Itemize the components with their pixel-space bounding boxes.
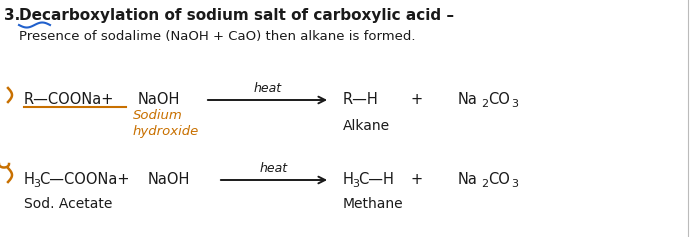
Text: 3: 3 — [511, 179, 518, 189]
Text: C—H: C—H — [358, 173, 394, 187]
Text: +: + — [411, 173, 423, 187]
Text: C—COONa+: C—COONa+ — [39, 173, 130, 187]
Text: R—H: R—H — [343, 92, 379, 108]
Text: CO: CO — [488, 173, 510, 187]
Text: 3: 3 — [352, 179, 359, 189]
Text: hydroxide: hydroxide — [133, 125, 200, 138]
Text: heat: heat — [260, 163, 288, 176]
Text: H: H — [343, 173, 354, 187]
Text: Sod. Acetate: Sod. Acetate — [24, 197, 113, 211]
Text: 2: 2 — [481, 179, 488, 189]
Text: NaOH: NaOH — [148, 173, 190, 187]
Text: Sodium: Sodium — [133, 109, 183, 122]
Text: Presence of sodalime (NaOH + CaO) then alkane is formed.: Presence of sodalime (NaOH + CaO) then a… — [19, 30, 416, 43]
Text: heat: heat — [253, 82, 281, 96]
Text: +: + — [411, 92, 423, 108]
Text: Na: Na — [458, 173, 478, 187]
Text: Decarboxylation of sodium salt of carboxylic acid –: Decarboxylation of sodium salt of carbox… — [19, 8, 454, 23]
Text: 3: 3 — [511, 99, 518, 109]
Text: 3: 3 — [33, 179, 40, 189]
Text: Methane: Methane — [343, 197, 404, 211]
Text: NaOH: NaOH — [138, 92, 181, 108]
Text: H: H — [24, 173, 35, 187]
Text: R—COONa+: R—COONa+ — [24, 92, 114, 108]
Text: 3.: 3. — [4, 8, 20, 23]
Text: Na: Na — [458, 92, 478, 108]
Text: 2: 2 — [481, 99, 488, 109]
Text: CO: CO — [488, 92, 510, 108]
Text: Alkane: Alkane — [343, 119, 390, 133]
